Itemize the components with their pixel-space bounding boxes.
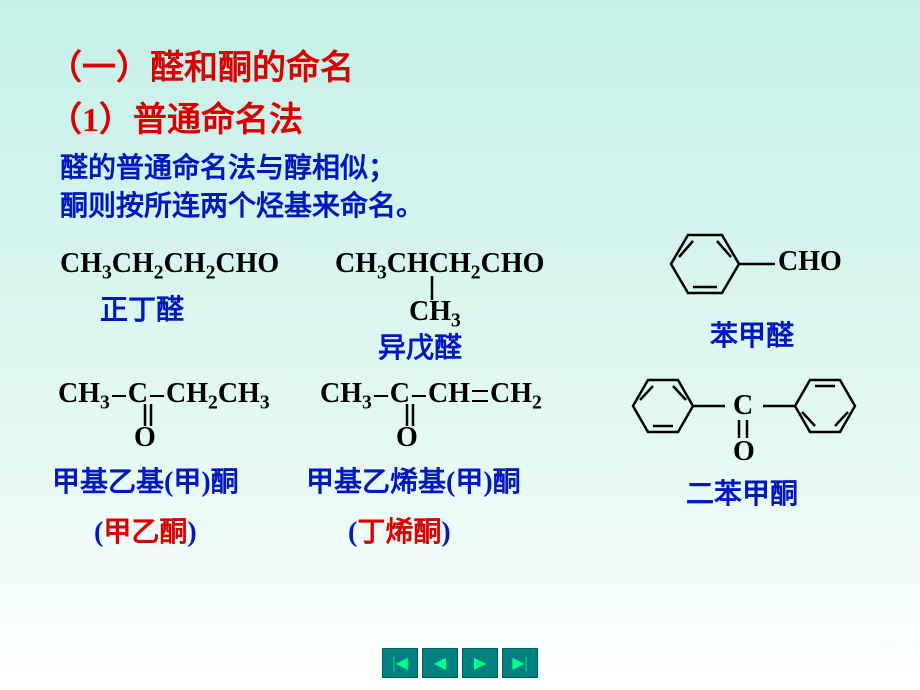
benzophenone-svg	[615, 358, 895, 468]
compound-b-name: 异戊醛	[378, 326, 462, 366]
desc-line1: 醛的普通命名法与醇相似；	[60, 150, 424, 188]
slide: （一）醛和酮的命名 （1）普通命名法 醛的普通命名法与醇相似； 酮则按所连两个烃…	[0, 0, 920, 690]
compound-e-formula: CH3CCHCH2 O	[320, 378, 542, 415]
compound-d-name: 甲基乙基(甲)酮	[52, 460, 239, 500]
nav-buttons: |◀ ◀ ▶ ▶|	[382, 648, 538, 678]
compound-a-name: 正丁醛	[100, 288, 184, 328]
compound-d-formula: CH3CCH2CH3 O	[58, 378, 270, 415]
compound-f-structure: C O	[615, 358, 895, 473]
heading-section: （一）醛和酮的命名	[48, 40, 354, 89]
compound-f-name: 二苯甲酮	[686, 472, 798, 512]
compound-d-alt: (甲乙酮)	[94, 510, 197, 550]
heading-method: （1）普通命名法	[48, 92, 303, 141]
desc-line2: 酮则按所连两个烃基来命名。	[60, 188, 424, 226]
compound-c-structure: CHO	[650, 212, 850, 327]
compound-c-name: 苯甲醛	[710, 314, 794, 354]
compound-a-formula: CH3CH2CH2CHO	[60, 248, 279, 285]
nav-prev-button[interactable]: ◀	[422, 648, 458, 678]
compound-c-cho: CHO	[778, 246, 842, 278]
compound-e-alt: (丁烯酮)	[348, 510, 451, 550]
description: 醛的普通命名法与醇相似； 酮则按所连两个烃基来命名。	[60, 150, 424, 226]
compound-e-name: 甲基乙烯基(甲)酮	[306, 460, 521, 500]
nav-next-button[interactable]: ▶	[462, 648, 498, 678]
nav-first-button[interactable]: |◀	[382, 648, 418, 678]
nav-last-button[interactable]: ▶|	[502, 648, 538, 678]
compound-b-formula: CH3CHCH2CHO CH3	[335, 248, 544, 285]
